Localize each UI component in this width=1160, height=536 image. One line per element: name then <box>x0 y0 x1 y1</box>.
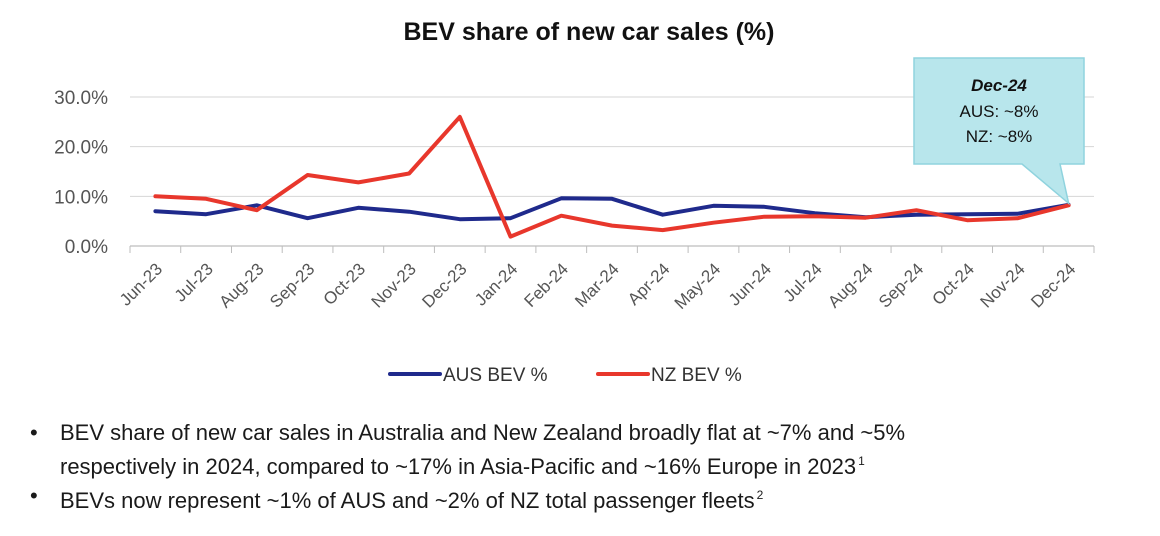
x-tick-label: Nov-24 <box>977 259 1029 311</box>
callout-line-nz: NZ: ~8% <box>966 127 1033 146</box>
footnote-marker: 1 <box>858 454 865 468</box>
chart-title: BEV share of new car sales (%) <box>404 18 775 46</box>
x-tick-label: Aug-24 <box>824 259 876 311</box>
x-tick-label: Apr-24 <box>624 259 674 309</box>
footnote-marker: 2 <box>756 488 764 502</box>
line-chart: BEV share of new car sales (%) 0.0% 10.0%… <box>54 18 1095 386</box>
y-tick-label: 10.0% <box>54 187 108 208</box>
x-tick-label: Sep-24 <box>875 259 927 311</box>
x-tick-label: Dec-24 <box>1027 259 1079 311</box>
x-tick-label: Dec-23 <box>418 259 470 311</box>
x-tick-label: Jul-23 <box>171 259 217 305</box>
note-text-line1: BEV share of new car sales in Australia … <box>60 420 906 445</box>
y-tick-label: 0.0% <box>65 237 108 258</box>
callout-line-aus: AUS: ~8% <box>960 102 1039 121</box>
note-item: • BEV share of new car sales in Australi… <box>22 418 1142 481</box>
x-tick-label: Jan-24 <box>471 259 521 309</box>
x-tick-label: Feb-24 <box>521 259 573 311</box>
callout-box <box>913 57 1085 206</box>
x-tick-label: Oct-24 <box>928 259 978 309</box>
x-tick-label: Mar-24 <box>571 259 623 311</box>
y-axis-ticks: 0.0% 10.0% 20.0% 30.0% <box>54 88 108 258</box>
x-tick-label: Nov-23 <box>368 259 420 311</box>
legend-label: AUS BEV % <box>443 365 548 386</box>
x-tick-label: Aug-23 <box>215 259 267 311</box>
x-tick-label: Jun-24 <box>725 259 775 309</box>
notes-list: • BEV share of new car sales in Australi… <box>22 418 1142 515</box>
x-tick-label: Oct-23 <box>320 259 370 309</box>
callout-title: Dec-24 <box>971 76 1027 95</box>
series-lines <box>153 114 1071 239</box>
bullet-icon: • <box>30 483 38 508</box>
y-tick-label: 20.0% <box>54 138 108 159</box>
note-item: • BEVs now represent ~1% of AUS and ~2% … <box>22 481 1142 515</box>
note-text: BEVs now represent ~1% of AUS and ~2% of… <box>60 488 755 513</box>
bullet-icon: • <box>30 420 38 445</box>
x-tick-label: Jul-24 <box>780 259 826 305</box>
series-line-nz <box>153 114 1071 239</box>
legend: AUS BEV % NZ BEV % <box>388 365 742 386</box>
x-tick-label: May-24 <box>671 259 725 313</box>
x-tick-label: Jun-23 <box>116 259 166 309</box>
legend-label: NZ BEV % <box>651 365 742 386</box>
y-tick-label: 30.0% <box>54 88 108 109</box>
series-line-aus <box>153 196 1071 222</box>
note-text-line2: respectively in 2024, compared to ~17% i… <box>60 454 857 479</box>
callout: Dec-24 AUS: ~8% NZ: ~8% <box>913 57 1085 206</box>
x-tick-label: Sep-23 <box>266 259 318 311</box>
